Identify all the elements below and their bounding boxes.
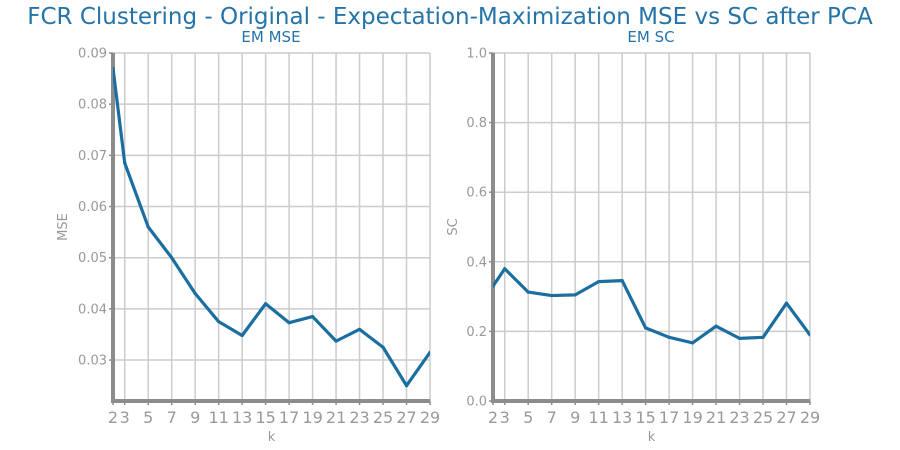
mse-x-tick-label: 7	[167, 408, 177, 427]
mse-data-point	[123, 161, 127, 165]
mse-x-tick-label: 13	[232, 408, 252, 427]
mse-x-tick-label: 29	[420, 408, 440, 427]
sc-x-tick-label: 5	[523, 408, 533, 427]
sc-data-point	[550, 293, 554, 298]
mse-y-tick-label: 0.07	[78, 149, 107, 164]
mse-x-tick-label: 5	[143, 408, 153, 427]
sc-data-point	[597, 280, 601, 284]
sc-data-point	[526, 290, 530, 294]
mse-x-tick-label: 23	[349, 408, 369, 427]
mse-data-point	[193, 291, 197, 296]
sc-x-tick-label: 17	[659, 408, 679, 427]
mse-data-point	[381, 345, 385, 349]
mse-data-point	[264, 302, 268, 306]
sc-x-tick-label: 19	[682, 408, 702, 427]
mse-y-tick-label: 0.03	[78, 354, 107, 369]
mse-x-tick-label: 11	[208, 408, 228, 427]
mse-panel-title: EM MSE	[241, 28, 300, 46]
figure-title: FCR Clustering - Original - Expectation-…	[27, 4, 873, 30]
sc-x-tick-label: 29	[800, 408, 820, 427]
mse-y-tick-label: 0.09	[78, 47, 107, 62]
mse-y-tick-label: 0.06	[78, 200, 107, 215]
mse-data-point	[113, 66, 115, 70]
mse-data-point	[310, 314, 315, 319]
mse-x-tick-label: 9	[190, 408, 200, 427]
sc-y-tick-label: 0.8	[466, 116, 487, 131]
mse-x-tick-label: 21	[326, 408, 346, 427]
mse-x-tick-label: 2	[108, 408, 118, 427]
sc-x-tick-label: 3	[500, 408, 510, 427]
mse-panel: 0.030.040.050.060.070.080.092 3 5 7 9 11 13 15 1…	[56, 28, 440, 445]
mse-x-tick-label: 19	[302, 408, 322, 427]
sc-data-point	[808, 333, 810, 337]
mse-x-tick-label: 15	[255, 408, 275, 427]
mse-data-point	[404, 384, 409, 388]
sc-y-tick-label: 0.4	[466, 255, 487, 270]
sc-x-tick-label: 2	[488, 408, 498, 427]
sc-data-point	[493, 284, 495, 288]
sc-y-tick-label: 1.0	[466, 47, 487, 62]
mse-y-tick-label: 0.05	[78, 251, 107, 266]
sc-data-point	[714, 324, 718, 328]
mse-data-point	[287, 321, 291, 325]
mse-data-point	[428, 350, 430, 354]
mse-y-tick-label: 0.08	[78, 98, 107, 113]
sc-data-point	[620, 278, 624, 283]
mse-data-point	[146, 225, 150, 229]
sc-data-point	[690, 341, 695, 345]
mse-x-axis-label: k	[268, 430, 276, 445]
sc-y-axis-label: SC	[446, 218, 461, 235]
mse-data-point	[240, 333, 244, 338]
sc-x-tick-label: 23	[729, 408, 749, 427]
mse-data-point	[357, 327, 362, 331]
mse-y-tick-label: 0.04	[78, 302, 107, 317]
mse-x-tick-label: 25	[373, 408, 393, 427]
sc-y-tick-label: 0.6	[466, 186, 487, 201]
sc-x-axis-label: k	[648, 430, 656, 445]
sc-x-tick-label: 27	[776, 408, 796, 427]
sc-data-point	[784, 301, 789, 305]
mse-data-point	[217, 320, 221, 324]
sc-x-tick-label: 15	[635, 408, 655, 427]
sc-panel-title: EM SC	[627, 28, 674, 46]
sc-x-tick-label: 7	[547, 408, 557, 427]
mse-data-point	[170, 256, 174, 260]
sc-y-tick-label: 0.2	[466, 325, 487, 340]
sc-x-tick-label: 9	[570, 408, 580, 427]
sc-x-tick-label: 21	[706, 408, 726, 427]
mse-x-tick-label: 3	[120, 408, 130, 427]
mse-x-tick-label: 17	[279, 408, 299, 427]
sc-data-point	[667, 335, 671, 339]
sc-data-point	[573, 293, 577, 297]
sc-data-point	[503, 267, 507, 271]
mse-data-point	[334, 339, 338, 343]
sc-y-tick-label: 0.0	[466, 395, 487, 410]
sc-data-point	[644, 326, 648, 330]
sc-data-point	[761, 335, 765, 339]
sc-x-tick-label: 25	[753, 408, 773, 427]
mse-y-axis-label: MSE	[56, 213, 71, 241]
sc-data-point	[737, 336, 742, 340]
sc-x-tick-label: 11	[588, 408, 608, 427]
mse-x-tick-label: 27	[396, 408, 416, 427]
sc-panel: 0.00.20.40.60.81.02 3 5 7 9 11 13 15 17 19 21 23 25 2…	[446, 28, 820, 445]
sc-x-tick-label: 13	[612, 408, 632, 427]
